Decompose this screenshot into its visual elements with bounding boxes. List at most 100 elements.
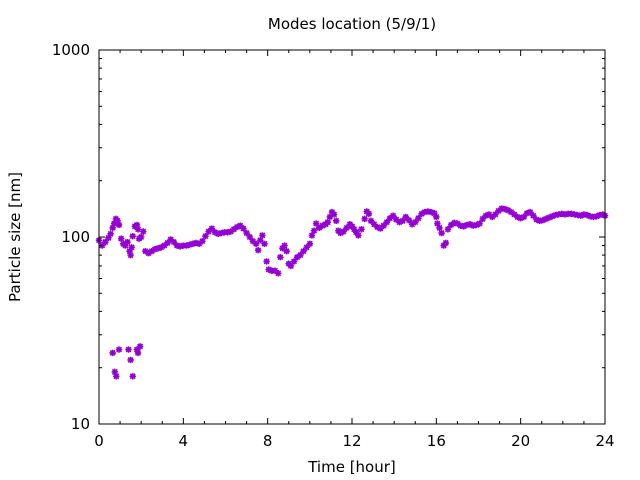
data-point [365, 210, 373, 218]
data-point [539, 216, 547, 224]
data-point [466, 221, 474, 228]
data-point [233, 223, 241, 231]
chart-title: Modes location (5/9/1) [268, 15, 436, 33]
data-point [427, 208, 435, 216]
x-tick-label: 16 [427, 432, 446, 450]
data-point [447, 221, 455, 229]
data-point [332, 217, 340, 225]
data-point [243, 229, 250, 237]
data-point [293, 253, 301, 261]
data-point [252, 240, 260, 247]
data-point [396, 218, 403, 226]
data-point [145, 249, 152, 257]
data-point [405, 216, 413, 224]
data-point [319, 222, 326, 229]
data-point [126, 247, 133, 255]
data-point [211, 229, 219, 236]
data-point [542, 215, 550, 223]
data-point [127, 356, 134, 364]
data-point [98, 242, 106, 249]
data-point [492, 211, 499, 218]
data-point [137, 233, 145, 241]
data-point [324, 218, 331, 226]
data-point [297, 251, 304, 259]
data-point [444, 226, 452, 233]
data-point [208, 225, 215, 232]
data-point [507, 208, 515, 216]
data-point [431, 210, 438, 217]
data-point [433, 213, 440, 221]
data-point [358, 226, 365, 233]
plot-markers [95, 205, 609, 380]
data-point [326, 213, 334, 221]
data-point [517, 215, 524, 222]
data-point [154, 245, 162, 252]
data-point [105, 234, 112, 242]
data-point [161, 242, 168, 249]
data-point [377, 225, 384, 232]
data-point [489, 213, 496, 221]
data-point [136, 343, 144, 350]
axis-ticks: 0 4 8 12 16 20 24 10 100 1000 [52, 41, 615, 450]
data-point [283, 247, 290, 255]
data-point [109, 224, 116, 231]
y-tick-label: 1000 [52, 41, 90, 59]
data-point [374, 223, 381, 231]
data-point [408, 221, 416, 228]
data-point [593, 213, 600, 220]
data-point [189, 240, 197, 247]
data-point [434, 220, 441, 227]
data-point [442, 239, 450, 247]
data-point [530, 212, 537, 219]
data-point [202, 232, 209, 240]
data-point [227, 228, 234, 235]
data-point [306, 240, 314, 247]
data-point [122, 242, 129, 249]
data-point [393, 216, 400, 223]
data-point [361, 215, 368, 223]
data-point [164, 239, 171, 247]
data-point [192, 239, 200, 247]
data-point [205, 228, 212, 235]
data-point [133, 346, 141, 353]
data-point [355, 232, 362, 239]
data-point [102, 238, 109, 246]
data-point [577, 212, 584, 219]
x-tick-label: 20 [511, 432, 530, 450]
data-point [504, 207, 512, 214]
data-point [279, 245, 286, 252]
data-point [259, 232, 266, 239]
data-point [514, 213, 521, 221]
data-point [240, 225, 247, 232]
x-tick-label: 0 [94, 432, 104, 450]
data-point [111, 368, 119, 376]
data-point [337, 229, 344, 237]
data-point [367, 217, 375, 225]
data-point [454, 220, 461, 227]
data-point [151, 246, 159, 253]
data-point [312, 220, 320, 227]
data-point [350, 226, 358, 233]
data-point [195, 240, 203, 247]
data-point [415, 215, 422, 222]
data-point [348, 223, 356, 230]
data-point [383, 218, 390, 226]
data-point [129, 232, 136, 240]
data-point [340, 228, 347, 235]
data-point [523, 210, 531, 217]
data-point [460, 223, 467, 230]
data-point [230, 226, 238, 233]
data-point [110, 220, 118, 227]
data-point [418, 210, 425, 218]
data-point [124, 238, 131, 246]
data-point [114, 217, 121, 225]
x-tick-label: 4 [179, 432, 189, 450]
data-point [170, 238, 178, 246]
data-point [134, 226, 142, 233]
data-point [526, 208, 534, 216]
data-point [115, 221, 123, 229]
data-point [370, 221, 378, 228]
data-point [107, 230, 114, 238]
data-point [140, 228, 147, 235]
